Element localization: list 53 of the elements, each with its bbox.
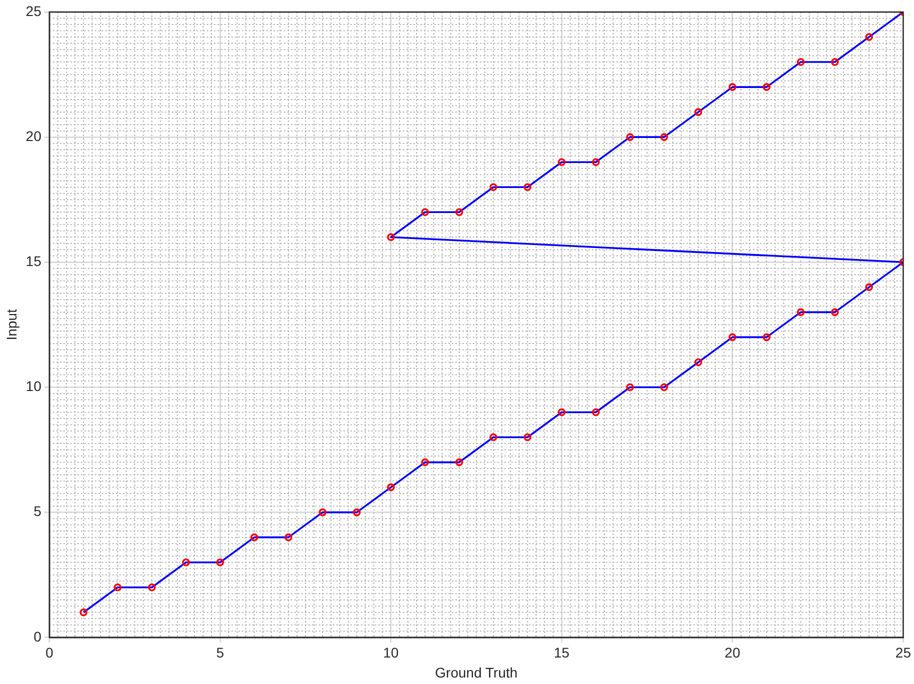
y-tick-label: 10: [26, 378, 42, 394]
x-tick-label: 25: [895, 644, 912, 661]
x-tick-label: 15: [554, 644, 570, 661]
point: [455, 458, 464, 466]
point: [865, 283, 873, 292]
point: [865, 33, 873, 41]
point: [694, 108, 702, 116]
point: [489, 433, 498, 442]
point: [148, 583, 156, 592]
point: [660, 383, 668, 392]
y-tick-label: 5: [34, 503, 42, 520]
point: [80, 608, 88, 616]
point: [728, 83, 736, 91]
point: [284, 533, 292, 542]
x-tick-label: 5: [216, 644, 224, 661]
point: [216, 558, 224, 566]
point: [592, 408, 600, 416]
point: [831, 58, 839, 66]
point: [626, 133, 634, 141]
x-tick-label: 20: [724, 644, 740, 661]
point: [182, 558, 190, 566]
point: [762, 333, 770, 342]
x-tick-label: 0: [45, 644, 54, 661]
point: [387, 483, 395, 492]
point: [114, 583, 122, 592]
point: [524, 183, 532, 192]
point: [352, 508, 361, 516]
point: [694, 358, 702, 366]
point: [796, 308, 805, 316]
point: [489, 183, 498, 192]
point: [592, 158, 600, 166]
y-tick-label: 0: [34, 628, 42, 644]
point: [626, 383, 634, 392]
point: [831, 308, 839, 316]
point: [762, 83, 770, 91]
y-tick-label: 25: [26, 2, 42, 19]
x-tick-label: 10: [383, 644, 399, 661]
point: [558, 408, 566, 416]
point: [796, 58, 805, 66]
point: [660, 133, 668, 141]
point: [387, 233, 395, 242]
y-tick-label: 20: [26, 128, 42, 144]
point: [558, 158, 566, 166]
y-axis-title: Input: [3, 309, 20, 340]
point: [421, 458, 429, 466]
x-axis-title: Ground Truth: [435, 664, 518, 680]
y-tick-label: 15: [26, 253, 42, 270]
point: [250, 533, 258, 542]
point: [421, 208, 429, 216]
point: [318, 508, 326, 516]
point: [728, 333, 736, 342]
point: [455, 208, 464, 216]
point: [524, 433, 532, 442]
